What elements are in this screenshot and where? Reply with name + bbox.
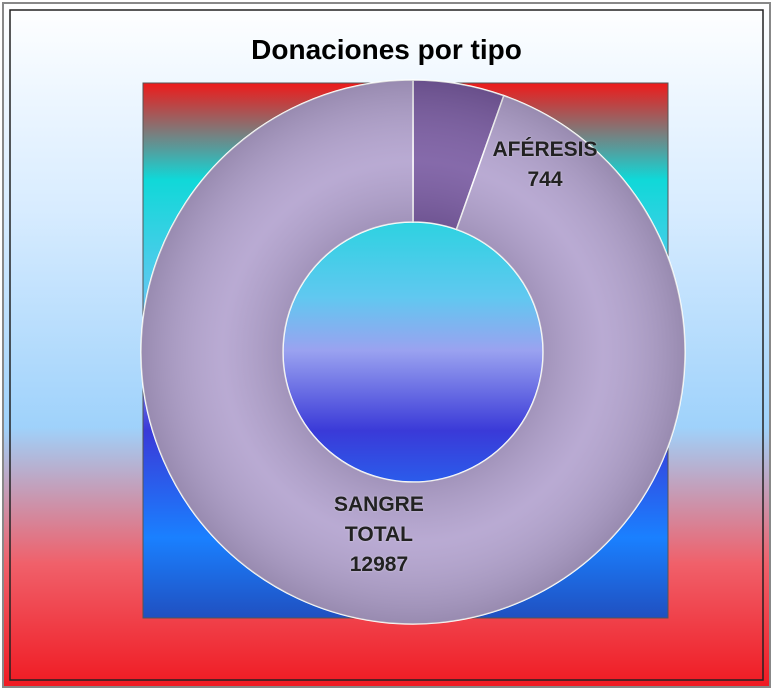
slice-category: AFÉRESIS bbox=[492, 138, 598, 161]
slice-value: 12987 bbox=[349, 553, 409, 577]
data-label: SANGRE TOTAL 12987 bbox=[314, 490, 444, 580]
slice-value: 744 bbox=[527, 168, 563, 191]
data-label: AFÉRESIS 744 bbox=[480, 135, 610, 195]
slice-category: SANGRE TOTAL bbox=[334, 493, 424, 547]
chart-title: Donaciones por tipo bbox=[251, 34, 522, 65]
frame bbox=[9, 9, 764, 681]
